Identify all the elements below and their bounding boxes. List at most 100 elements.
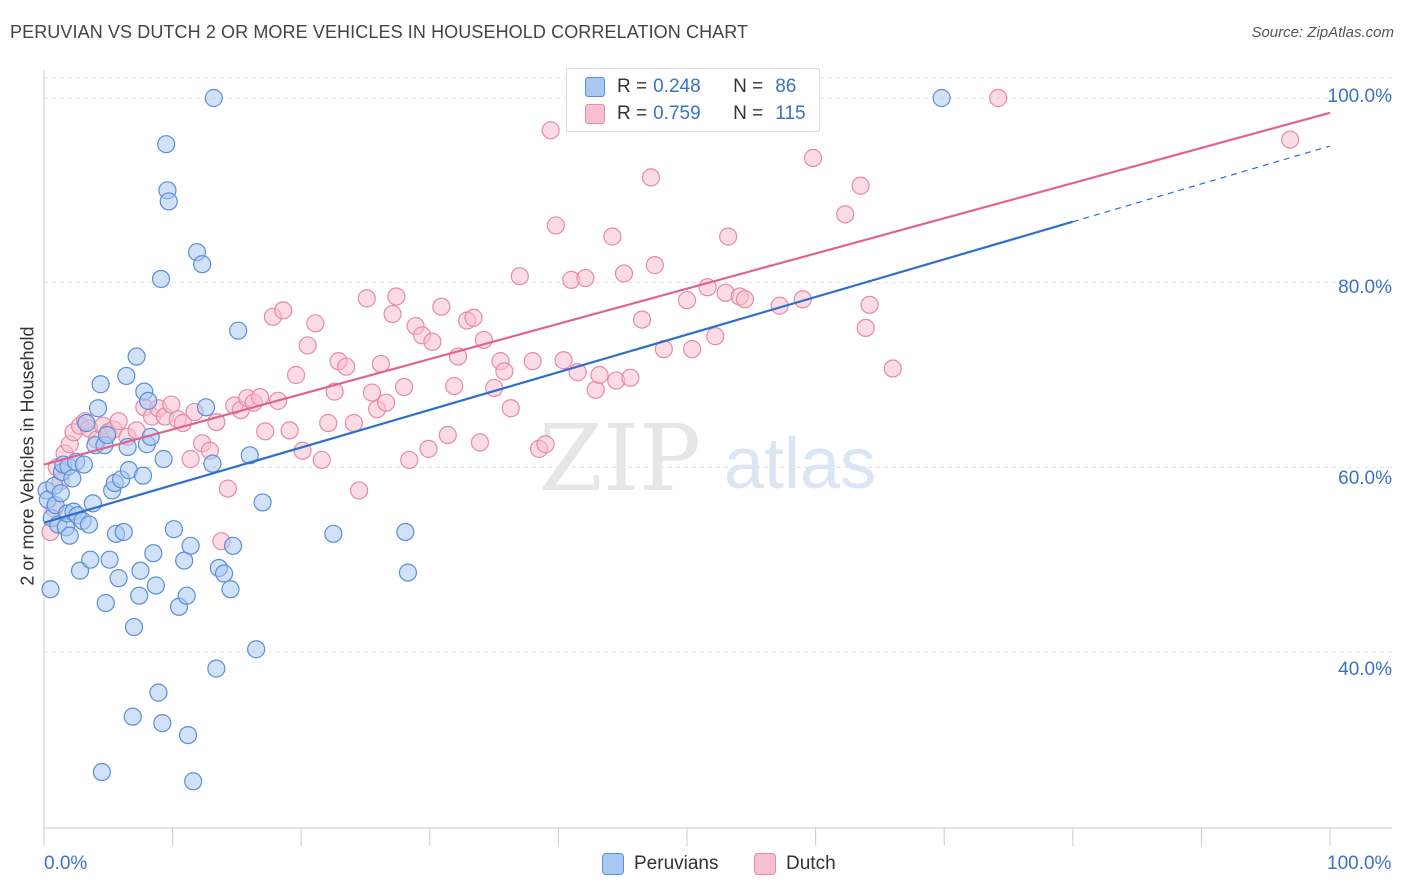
dutch-point [470,433,490,452]
peruvian-point [74,455,93,474]
peruvians-swatch [585,77,605,97]
dutch-point [337,357,356,376]
peruvian-point [177,586,196,605]
peruvian-point [144,544,163,563]
dutch-point [706,327,725,346]
n-value-peruvians: 86 [775,76,797,97]
peruvian-point [60,526,79,545]
dutch-point [698,278,717,297]
dutch-point [554,351,573,370]
dutch-point [632,310,652,329]
dutch-point [851,176,870,195]
peruvian-point [79,515,99,534]
peruvian-point [133,466,153,485]
peruvian-point [159,192,178,211]
legend-row-peruvians: R = 0.248 N = 86 [585,75,796,99]
peruvian-point [157,135,176,154]
dutch-point [735,290,754,309]
watermark-zip: ZIP [539,405,701,512]
dutch-point [274,301,293,320]
dutch-point [419,439,438,458]
dutch-point [181,449,200,469]
peruvian-point [151,269,171,289]
peruvian-point [164,520,183,539]
watermark: ZIP atlas [539,405,876,512]
peruvian-point [184,772,203,791]
y-axis-label: 2 or more Vehicles in Household [17,326,38,586]
dutch-point [394,377,414,397]
dutch-point [325,382,344,401]
peruvian-point [398,563,418,582]
dutch-point [445,376,464,396]
x-tick-0: 0.0% [44,853,88,874]
dutch-point [286,365,306,385]
peruvian-point [117,366,136,386]
peruvian-point [196,398,216,417]
peruvian-point [124,617,144,637]
peruvians-legend-label: Peruvians [634,853,719,874]
peruvian-point [77,413,96,433]
peruvian-point [203,454,222,473]
dutch-point [280,421,299,440]
dutch-swatch [585,104,605,124]
peruvian-point [396,522,415,542]
dutch-point [541,121,560,140]
y-tick-100: 100.0% [1327,86,1392,107]
peruvian-point [214,564,234,583]
dutch-point [677,291,697,310]
dutch-point [376,393,396,412]
dutch-point [883,359,902,378]
bottom-legend-peruvians: Peruvians [602,852,719,876]
peruvian-point [114,522,133,542]
dutch-point [312,450,331,470]
peruvian-point [109,569,128,588]
peruvian-point [88,399,108,418]
dutch-point [645,256,664,275]
peruvians-legend-swatch [602,853,624,875]
dutch-point [109,412,128,431]
axes [43,70,1392,846]
y-tick-40: 40.0% [1338,659,1392,680]
dutch-point [523,352,542,371]
peruvian-point [81,550,100,569]
x-tick-100: 100.0% [1327,853,1392,874]
peruvian-point [127,347,146,366]
dutch-point [719,227,738,246]
dutch-point [683,340,702,359]
peruvian-point [41,580,60,599]
peruvian-point [193,255,212,274]
peruvian-point [247,640,266,659]
dutch-point [400,450,419,470]
peruvian-point [92,762,111,782]
dutch-point [423,332,442,351]
chart-title: PERUVIAN VS DUTCH 2 OR MORE VEHICLES IN … [10,22,749,42]
source-label: Source: ZipAtlas.com [1251,24,1394,41]
peruvian-point [96,593,115,613]
y-tick-60: 60.0% [1338,468,1392,489]
dutch-point [464,308,483,327]
n-label: N = [733,103,764,124]
dutch-point [856,318,875,338]
dutch-point [362,383,382,402]
r-value-peruvians: 0.248 [653,76,701,97]
dutch-point [218,479,237,498]
dutch-point [501,399,520,418]
grid-lines [44,77,1392,653]
peruvian-point [154,449,173,469]
dutch-point [546,216,565,235]
dutch-point [641,168,661,187]
dutch-point [256,422,275,441]
dutch-point [590,365,609,385]
legend-box: R = 0.248 N = 86 R = 0.759 N = 115 [566,68,820,132]
dutch-point [495,362,514,381]
dutch-point [510,267,529,286]
peruvian-point [229,321,248,340]
dutch-point [536,435,555,454]
bottom-legend-dutch: Dutch [754,852,836,876]
peruvian-point [149,683,168,702]
peruvian-point [204,88,223,108]
dutch-point [836,205,855,224]
dutch-point [614,264,634,283]
dutch-point [989,88,1008,108]
peruvian-point [70,561,90,580]
